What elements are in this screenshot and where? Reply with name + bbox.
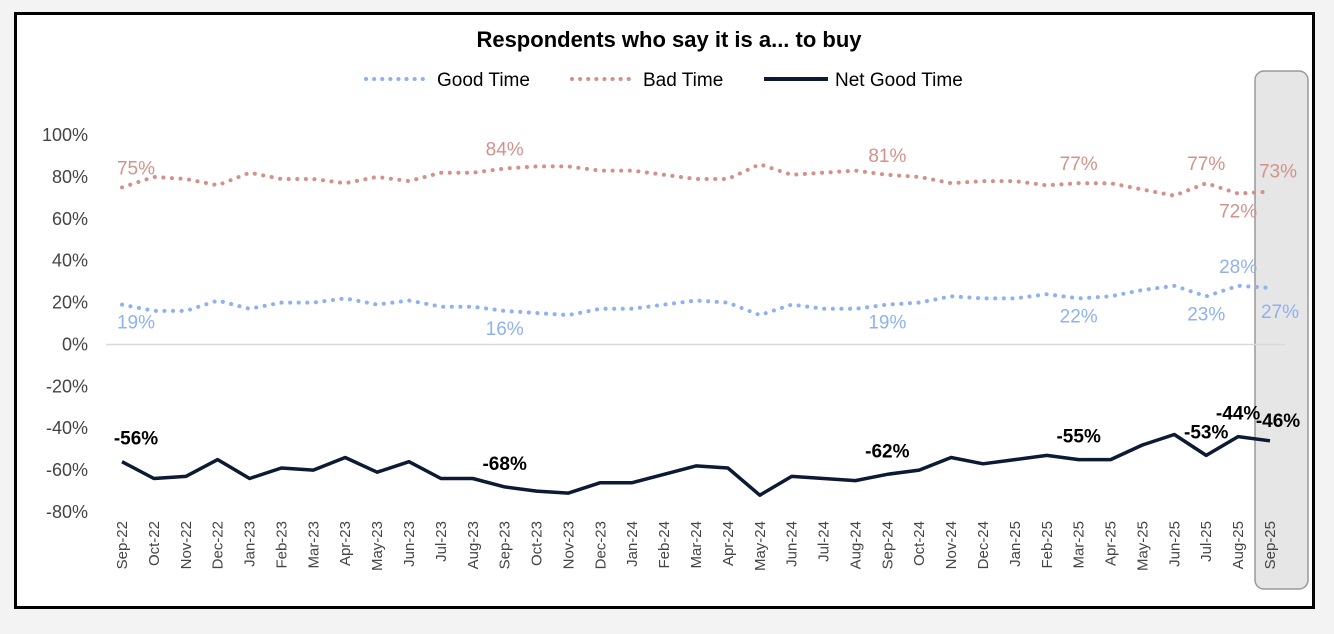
highlight-box [1254,70,1309,590]
data-label-good-time: 19% [868,313,906,334]
y-tick-label: -20% [46,376,88,396]
x-tick-label: Aug-23 [465,521,482,569]
y-tick-label: -80% [46,502,88,522]
x-tick-label: Aug-24 [847,521,864,569]
series-line-bad-time [120,162,1272,198]
legend-label-net: Net Good Time [835,70,963,91]
x-tick-label: Sep-22 [114,521,131,569]
x-tick-label: Jan-25 [1007,521,1024,567]
x-tick-label: Sep-24 [879,521,896,569]
x-tick-label: May-24 [752,521,769,571]
y-tick-label: 40% [52,251,88,271]
x-tick-label: Jun-23 [401,521,418,567]
y-tick-label: -60% [46,460,88,480]
x-tick-label: Oct-24 [911,521,928,566]
x-tick-label: Mar-23 [305,521,322,569]
x-tick-label: Jul-25 [1198,521,1215,562]
data-label-net-good-time: -56% [114,429,158,450]
x-tick-label: Aug-25 [1230,521,1247,569]
chart-frame [14,12,1315,609]
y-tick-label: 60% [52,209,88,229]
data-label-good-time: 27% [1261,302,1299,323]
x-tick-label: May-25 [1134,521,1151,571]
chart-title: Respondents who say it is a... to buy [476,27,862,52]
x-tick-label: Feb-25 [1039,521,1056,569]
data-label-net-good-time: -53% [1184,422,1228,443]
x-tick-label: Mar-24 [688,521,705,569]
legend: Good Time Bad Time Net Good Time [364,70,963,91]
x-tick-label: Feb-24 [656,521,673,569]
data-label-bad-time: 81% [868,146,906,167]
x-tick-label: Sep-25 [1262,521,1279,569]
x-tick-label: Dec-23 [592,521,609,569]
legend-label-good: Good Time [437,70,530,91]
x-tick-label: Nov-24 [943,521,960,569]
x-tick-label: Apr-25 [1103,521,1120,566]
data-label-bad-time: 84% [486,140,524,161]
x-tick-label: Nov-22 [178,521,195,569]
x-tick-label: Feb-23 [273,521,290,569]
x-tick-label: Nov-23 [560,521,577,569]
x-tick-label: May-23 [369,521,386,571]
x-tick-label: Oct-22 [146,521,163,566]
data-label-good-time: 16% [486,319,524,340]
y-tick-label: -40% [46,418,88,438]
data-label-bad-time: 77% [1060,154,1098,175]
x-tick-label: Jun-25 [1166,521,1183,567]
y-tick-label: 100% [42,125,88,145]
x-tick-label: Apr-23 [337,521,354,566]
data-label-net-good-time: -55% [1056,427,1100,448]
y-tick-label: 20% [52,293,88,313]
data-label-net-good-time: -68% [482,454,526,475]
x-tick-label: Jul-24 [816,521,833,562]
x-tick-label: Jan-23 [242,521,259,567]
x-tick-label: Dec-22 [210,521,227,569]
x-tick-label: Jan-24 [624,521,641,567]
x-tick-label: Dec-24 [975,521,992,569]
series-line-good-time [120,283,1272,318]
x-tick-label: Oct-23 [529,521,546,566]
x-tick-label: Apr-24 [720,521,737,566]
data-label-good-time: 19% [117,313,155,334]
data-label-good-time: 22% [1060,306,1098,327]
data-label-good-time: 28% [1219,257,1257,278]
data-label-good-time: 23% [1187,304,1225,325]
data-label-bad-time: 75% [117,158,155,179]
y-tick-label: 0% [62,334,88,354]
x-tick-label: Jul-23 [433,521,450,562]
plot-area: 100% 80% 60% 40% 20% 0% -20% -40% -60% -80% Sep-22… [42,125,1300,571]
series-line-net-good-time [121,432,1271,497]
legend-label-bad: Bad Time [643,70,723,91]
x-tick-label: Mar-25 [1071,521,1088,569]
data-label-net-good-time: -62% [865,441,909,462]
data-label-bad-time: 77% [1187,154,1225,175]
data-label-bad-time: 73% [1259,162,1297,183]
data-label-net-good-time: -46% [1256,411,1300,432]
data-label-net-good-time: -44% [1216,404,1260,425]
x-tick-label: Jun-24 [784,521,801,567]
data-label-bad-time: 72% [1219,202,1257,223]
y-tick-label: 80% [52,167,88,187]
x-tick-label: Sep-23 [497,521,514,569]
